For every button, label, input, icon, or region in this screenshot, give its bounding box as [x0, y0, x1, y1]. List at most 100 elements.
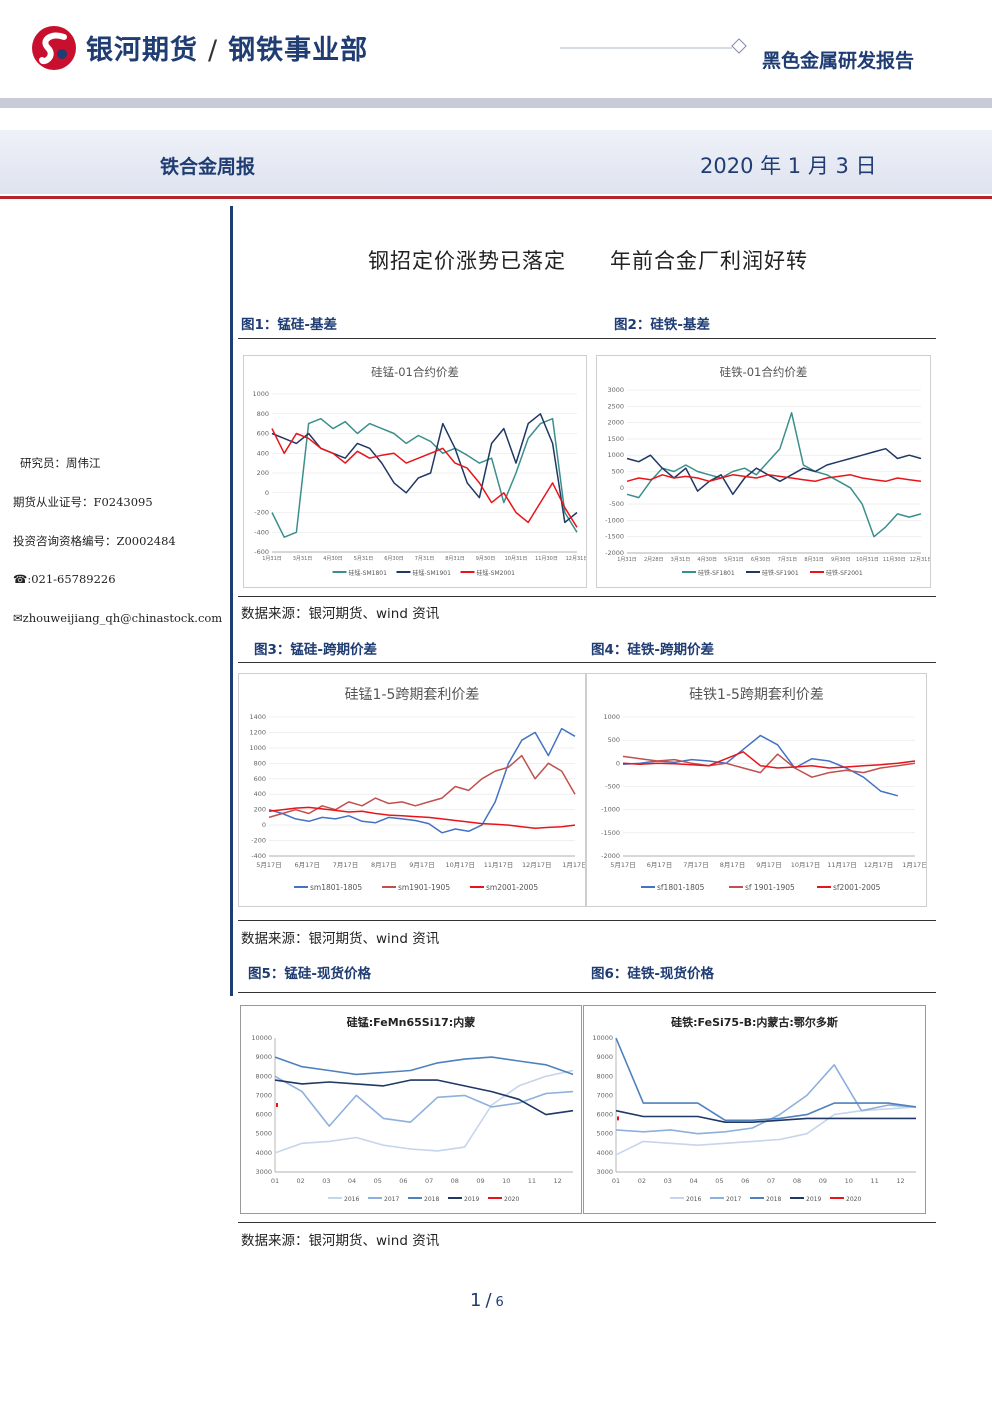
- series-line-2018: [615, 1037, 917, 1122]
- chart5-box: 硅锰:FeMn65Si17:内蒙 10000 9000 8000 7000 6000 50…: [240, 1005, 582, 1214]
- source-note: 数据来源：银河期货、wind 资讯: [241, 1233, 440, 1249]
- x-tick-label: 03: [322, 1177, 330, 1185]
- y-tick-label: 2000: [607, 419, 624, 427]
- y-tick-label: 400: [257, 449, 269, 457]
- x-tick-label: 7月31日: [415, 556, 435, 562]
- legend-label: sf 1901-1905: [745, 883, 795, 892]
- y-tick-label: 5000: [596, 1130, 613, 1138]
- rule: [238, 596, 936, 597]
- series-line-2018: [274, 1056, 574, 1076]
- y-tick-label: 3000: [596, 1168, 613, 1176]
- series-line-2017: [274, 1075, 574, 1127]
- chart4-box: 硅铁1-5跨期套利价差 1000 500 0 -500 -1000 -1500 -2000 5…: [586, 673, 927, 907]
- x-tick-label: 05: [715, 1177, 723, 1185]
- legend-label: 2018: [766, 1196, 781, 1203]
- y-tick-label: 1000: [603, 713, 620, 721]
- source-note: 数据来源：银河期货、wind 资讯: [241, 606, 440, 622]
- x-tick-label: 9月17日: [756, 861, 781, 869]
- series-line-硅铁-SF1901: [626, 447, 922, 496]
- series-line-硅铁-SF2001: [626, 474, 922, 483]
- researcher: 研究员：周伟江: [20, 456, 101, 470]
- y-tick-label: 5000: [255, 1130, 272, 1138]
- y-tick-label: 1000: [249, 744, 266, 752]
- x-tick-label: 12月31日: [566, 556, 586, 562]
- x-tick-label: 5月17日: [256, 861, 281, 869]
- y-tick-label: -1000: [605, 516, 624, 524]
- sidebar-divider: [230, 206, 233, 996]
- legend-label: 2018: [424, 1196, 439, 1203]
- legend-label: 硅铁-SF2001: [826, 569, 863, 577]
- x-tick-label: 11月30日: [883, 557, 906, 563]
- chart1-title: 硅锰-01合约价差: [371, 365, 459, 379]
- y-tick-label: 4000: [596, 1149, 613, 1157]
- y-tick-label: 800: [257, 410, 269, 418]
- legend-label: 2017: [384, 1196, 399, 1203]
- y-tick-label: 1500: [607, 435, 624, 443]
- y-tick-label: -200: [251, 837, 266, 845]
- legend-label: sf2001-2005: [833, 883, 881, 892]
- x-tick-label: 04: [689, 1177, 697, 1185]
- header-decoration: [560, 38, 747, 54]
- x-tick-label: 10月31日: [505, 556, 528, 562]
- chart3-box: 硅锰1-5跨期套利价差 1400 1200 1000 800 600 400 200 0 -20…: [238, 673, 586, 907]
- x-tick-label: 7月17日: [683, 861, 708, 869]
- x-tick-label: 5月31日: [354, 556, 374, 562]
- brand-separator: /: [208, 35, 219, 66]
- legend-label: 2019: [464, 1196, 479, 1203]
- y-tick-label: 9000: [596, 1053, 613, 1061]
- fig5-label: 图5：锰硅-现货价格: [248, 966, 371, 982]
- series-line-硅锰-SM1901: [271, 413, 578, 524]
- y-tick-label: -500: [609, 500, 624, 508]
- rule: [238, 992, 936, 993]
- x-tick-label: 09: [819, 1177, 827, 1185]
- x-tick-label: 11月30日: [535, 556, 558, 562]
- x-tick-label: 1月31日: [617, 557, 637, 563]
- legend-label: 2016: [686, 1196, 701, 1203]
- rule: [238, 920, 936, 921]
- title-band: [0, 130, 992, 194]
- y-tick-label: 1000: [252, 390, 269, 398]
- legend-label: sm1901-1905: [398, 883, 450, 892]
- y-tick-label: -2000: [605, 549, 624, 557]
- series-line-硅锰-SM2001: [271, 428, 578, 528]
- series-line-2019: [274, 1079, 574, 1116]
- y-tick-label: 0: [616, 759, 620, 767]
- y-tick-label: -400: [251, 852, 266, 860]
- y-tick-label: -600: [254, 548, 269, 556]
- x-tick-label: 1月17日: [902, 861, 926, 869]
- legend-label: sf1801-1805: [657, 883, 705, 892]
- y-tick-label: 0: [262, 821, 266, 829]
- x-tick-label: 09: [476, 1177, 484, 1185]
- chart3-title: 硅锰1-5跨期套利价差: [344, 687, 480, 703]
- x-tick-label: 04: [348, 1177, 356, 1185]
- header-band: [0, 98, 992, 108]
- chart6-title: 硅铁:FeSi75-B:内蒙古:鄂尔多斯: [671, 1016, 838, 1029]
- y-tick-label: 0: [620, 484, 624, 492]
- chart5-title: 硅锰:FeMn65Si17:内蒙: [346, 1016, 476, 1029]
- y-tick-label: 800: [254, 759, 266, 767]
- x-tick-label: 9月17日: [409, 861, 434, 869]
- y-tick-label: 600: [257, 430, 269, 438]
- x-tick-label: 08: [451, 1177, 459, 1185]
- y-tick-label: 10000: [251, 1034, 272, 1042]
- y-tick-label: 8000: [255, 1072, 272, 1080]
- y-tick-label: -200: [254, 509, 269, 517]
- x-tick-label: 01: [271, 1177, 279, 1185]
- x-tick-label: 8月31日: [804, 557, 824, 563]
- legend-label: sm1801-1805: [310, 883, 362, 892]
- legend-label: 2020: [846, 1196, 861, 1203]
- page-total: 6: [495, 1295, 504, 1310]
- email-link[interactable]: ✉zhouweijiang_qh@chinastock.com: [13, 611, 223, 625]
- rule: [238, 1222, 936, 1223]
- x-tick-label: 06: [741, 1177, 749, 1185]
- x-tick-label: 12月31日: [910, 557, 930, 563]
- x-tick-label: 07: [425, 1177, 433, 1185]
- x-tick-label: 5月31日: [724, 557, 744, 563]
- y-tick-label: 0: [265, 489, 269, 497]
- x-tick-label: 9月30日: [476, 556, 496, 562]
